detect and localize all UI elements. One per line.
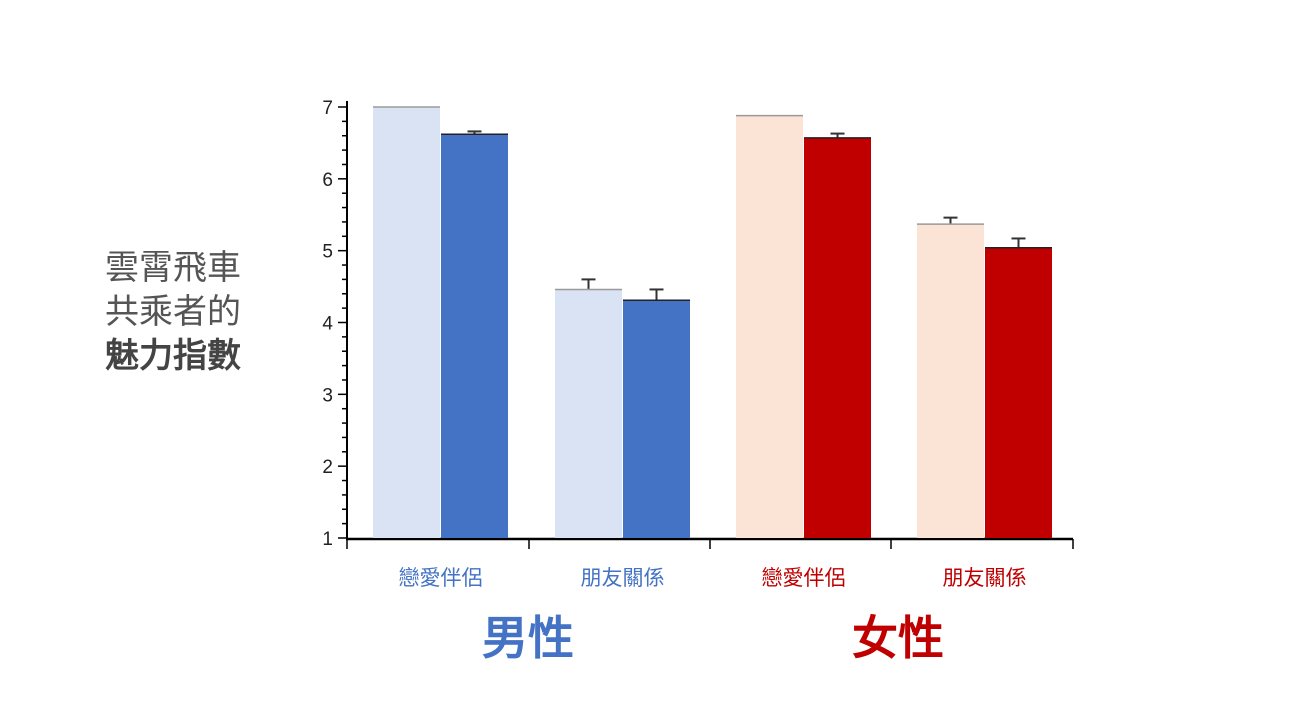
category-label: 朋友關係	[943, 566, 1027, 590]
y-tick-label: 3	[322, 385, 333, 406]
y-axis-label: 雲霄飛車 共乘者的 魅力指數	[105, 246, 241, 378]
category-label: 戀愛伴侶	[399, 566, 483, 590]
y-tick-label: 2	[322, 457, 333, 478]
y-tick-label: 5	[322, 242, 333, 263]
bar	[623, 300, 690, 538]
y-tick-label: 4	[322, 314, 333, 335]
bar	[555, 289, 622, 538]
category-label: 朋友關係	[581, 566, 665, 590]
y-axis-label-line-3: 魅力指數	[105, 336, 241, 376]
bar	[373, 107, 440, 538]
category-label: 戀愛伴侶	[762, 566, 846, 590]
bar	[917, 224, 984, 539]
bar	[804, 137, 871, 538]
y-tick-label: 6	[322, 170, 333, 191]
group-label: 男性	[482, 611, 574, 665]
bar	[985, 247, 1052, 538]
y-axis-label-line-1: 雲霄飛車	[105, 248, 241, 288]
y-tick-label: 1	[322, 529, 333, 550]
y-axis-label-line-2: 共乘者的	[105, 292, 241, 332]
y-tick-label: 7	[322, 98, 333, 119]
bar	[441, 134, 508, 538]
bar	[736, 115, 803, 539]
group-label: 女性	[852, 611, 944, 665]
